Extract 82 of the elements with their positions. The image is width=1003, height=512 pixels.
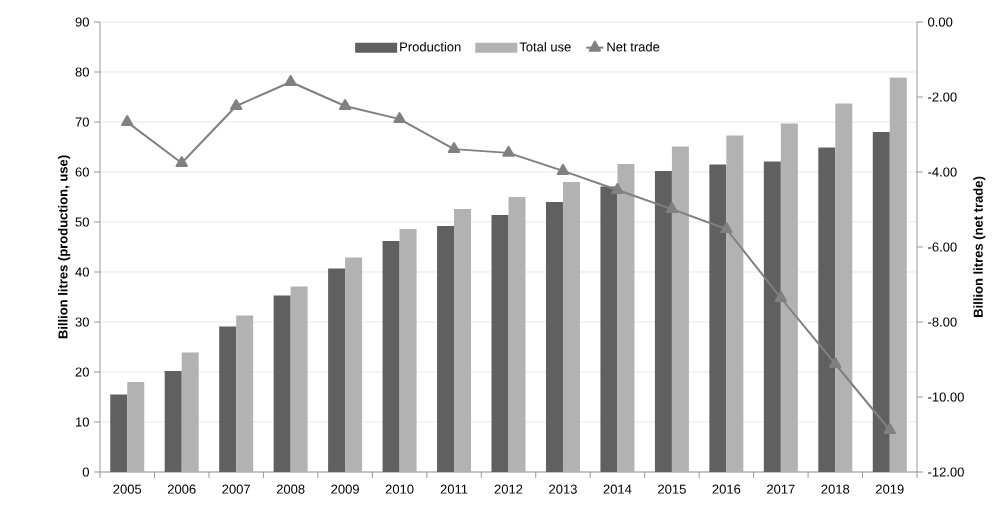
x-tick-label: 2008	[276, 484, 305, 494]
y2-tick-label: 0.00	[928, 17, 953, 27]
point	[338, 99, 352, 110]
point	[829, 357, 842, 368]
bar	[726, 135, 744, 472]
bar	[889, 77, 907, 472]
bar	[454, 209, 472, 472]
y-tick-label: 90	[75, 17, 89, 27]
x-tick-label: 2016	[712, 484, 741, 494]
bar	[273, 295, 291, 472]
bar	[562, 182, 580, 472]
point	[121, 115, 134, 127]
bar	[508, 197, 526, 472]
y-tick-label: 0	[82, 467, 89, 477]
bar	[818, 147, 836, 472]
y-tick-label: 40	[75, 267, 89, 277]
x-tick-label: 2010	[385, 484, 414, 494]
y2-tick-label: -6.00	[928, 242, 957, 252]
bar	[127, 382, 145, 472]
point	[883, 423, 896, 434]
bar	[600, 186, 618, 472]
bar	[491, 215, 509, 472]
point	[611, 183, 624, 194]
y-tick-label: 70	[75, 117, 89, 127]
x-tick-label: 2013	[549, 484, 577, 494]
bar	[872, 132, 890, 472]
point	[447, 142, 461, 154]
y-tick-label: 50	[75, 217, 89, 227]
bar	[328, 268, 346, 472]
bar	[780, 123, 798, 472]
bar	[164, 371, 182, 472]
point	[502, 145, 515, 157]
x-tick-label: 2009	[331, 484, 359, 494]
point	[393, 112, 406, 124]
point	[665, 202, 679, 214]
bar	[437, 226, 455, 472]
bar	[181, 352, 199, 472]
bar	[545, 202, 563, 472]
y-tick-label: 30	[75, 317, 89, 327]
x-tick-label: 2011	[440, 484, 468, 494]
bar	[399, 229, 417, 472]
bar	[290, 286, 308, 472]
bar	[110, 394, 128, 472]
x-tick-label: 2015	[658, 484, 686, 494]
y-axis-title: Billion litres (production, use)	[58, 155, 71, 339]
x-tick-label: 2007	[222, 484, 250, 494]
bar	[835, 103, 853, 472]
bar	[617, 164, 635, 472]
x-tick-label: 2006	[167, 484, 196, 494]
legend-label: Total use	[519, 41, 571, 52]
bar	[219, 326, 237, 472]
x-tick-label: 2019	[875, 484, 904, 494]
y2-tick-label: -2.00	[928, 92, 957, 102]
bar	[671, 146, 689, 472]
y-tick-label: 10	[76, 417, 89, 427]
y2-tick-label: -4.00	[928, 167, 957, 177]
x-tick-label: 2018	[821, 484, 850, 494]
bar	[236, 315, 254, 472]
y2-tick-label: -8.00	[928, 317, 957, 327]
y-tick-label: 80	[75, 67, 89, 77]
y2-tick-label: -12.00	[928, 467, 964, 477]
y-tick-label: 20	[75, 367, 89, 377]
y2-axis-title: Billion litres (net trade)	[973, 176, 986, 317]
x-tick-label: 2014	[603, 484, 632, 494]
bar	[654, 171, 672, 472]
y-tick-label: 60	[75, 167, 89, 177]
bar	[709, 164, 727, 472]
x-tick-label: 2017	[767, 484, 795, 494]
x-tick-label: 2012	[494, 484, 523, 494]
point	[229, 99, 243, 110]
point	[175, 156, 188, 167]
legend-label: Production	[400, 41, 461, 52]
legend-label: Net trade	[607, 41, 660, 52]
point	[284, 75, 297, 86]
point	[774, 291, 788, 302]
point	[556, 163, 570, 175]
bar	[345, 257, 363, 472]
point	[720, 222, 733, 233]
x-tick-label: 2005	[113, 484, 142, 494]
bar	[382, 241, 400, 472]
y2-tick-label: -10.00	[928, 392, 964, 402]
bar	[763, 161, 781, 472]
